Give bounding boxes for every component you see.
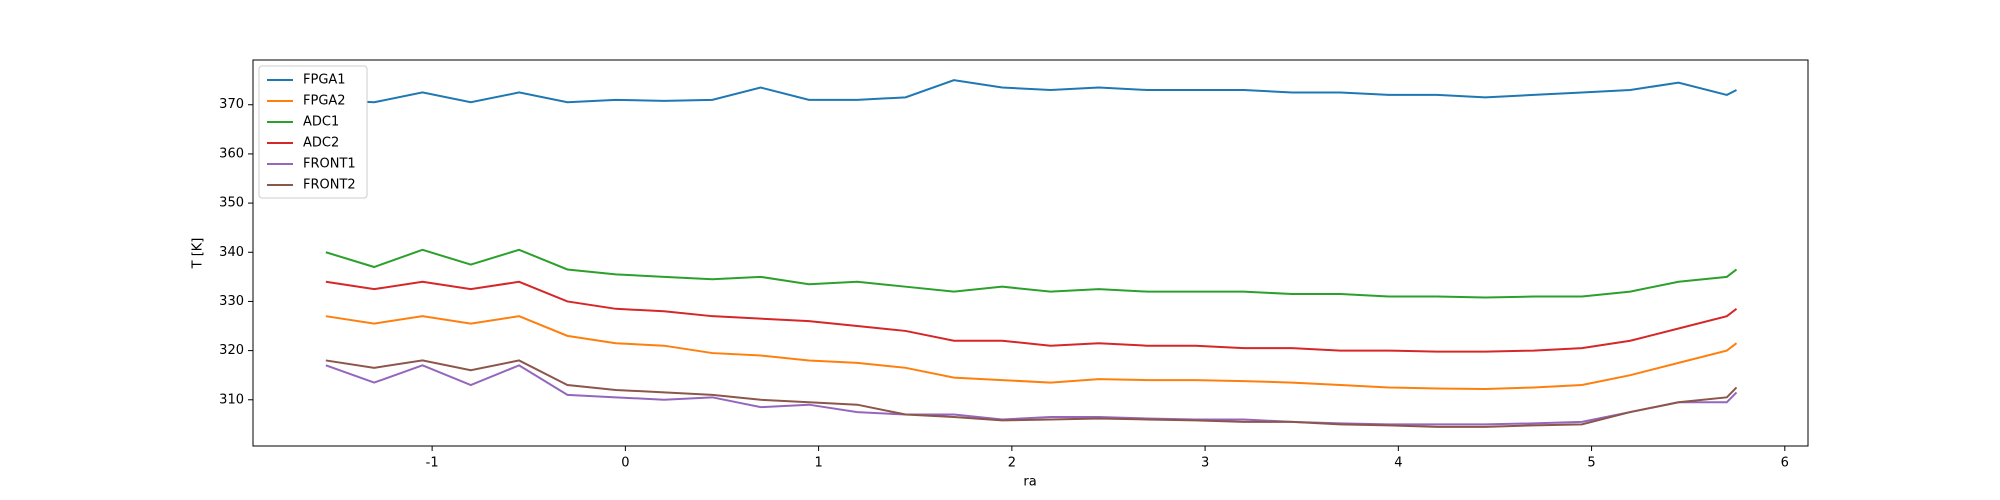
y-tick-label: 340 (219, 245, 244, 260)
series-line (325, 364, 1738, 426)
y-tick-label: 370 (219, 97, 244, 112)
y-tick-label: 330 (219, 294, 244, 309)
x-tick-label: -1 (426, 456, 439, 471)
y-tick-label: 360 (219, 146, 244, 161)
x-tick-label: 3 (1201, 456, 1209, 471)
legend-label: ADC1 (303, 115, 339, 130)
series-line (325, 315, 1738, 390)
series-line (325, 248, 1738, 299)
legend-label: FRONT1 (303, 157, 356, 172)
legend-label: FPGA1 (303, 73, 346, 88)
x-tick-label: 5 (1587, 456, 1595, 471)
x-tick-label: 1 (814, 456, 822, 471)
x-tick-label: 0 (621, 456, 629, 471)
x-axis-label: ra (1023, 475, 1036, 490)
y-axis-label: T [K] (191, 238, 206, 270)
plot-frame (252, 59, 1809, 447)
x-tick-label: 2 (1008, 456, 1016, 471)
y-tick-label: 350 (219, 196, 244, 211)
series-line (325, 280, 1738, 353)
x-tick-label: 4 (1394, 456, 1402, 471)
legend-label: ADC2 (303, 136, 339, 151)
y-tick-label: 310 (219, 392, 244, 407)
x-tick-label: 6 (1781, 456, 1789, 471)
series-line (325, 79, 1737, 104)
legend-label: FRONT2 (303, 178, 356, 193)
legend-label: FPGA2 (303, 94, 346, 109)
y-tick-label: 320 (219, 343, 244, 358)
series-line (325, 359, 1738, 428)
